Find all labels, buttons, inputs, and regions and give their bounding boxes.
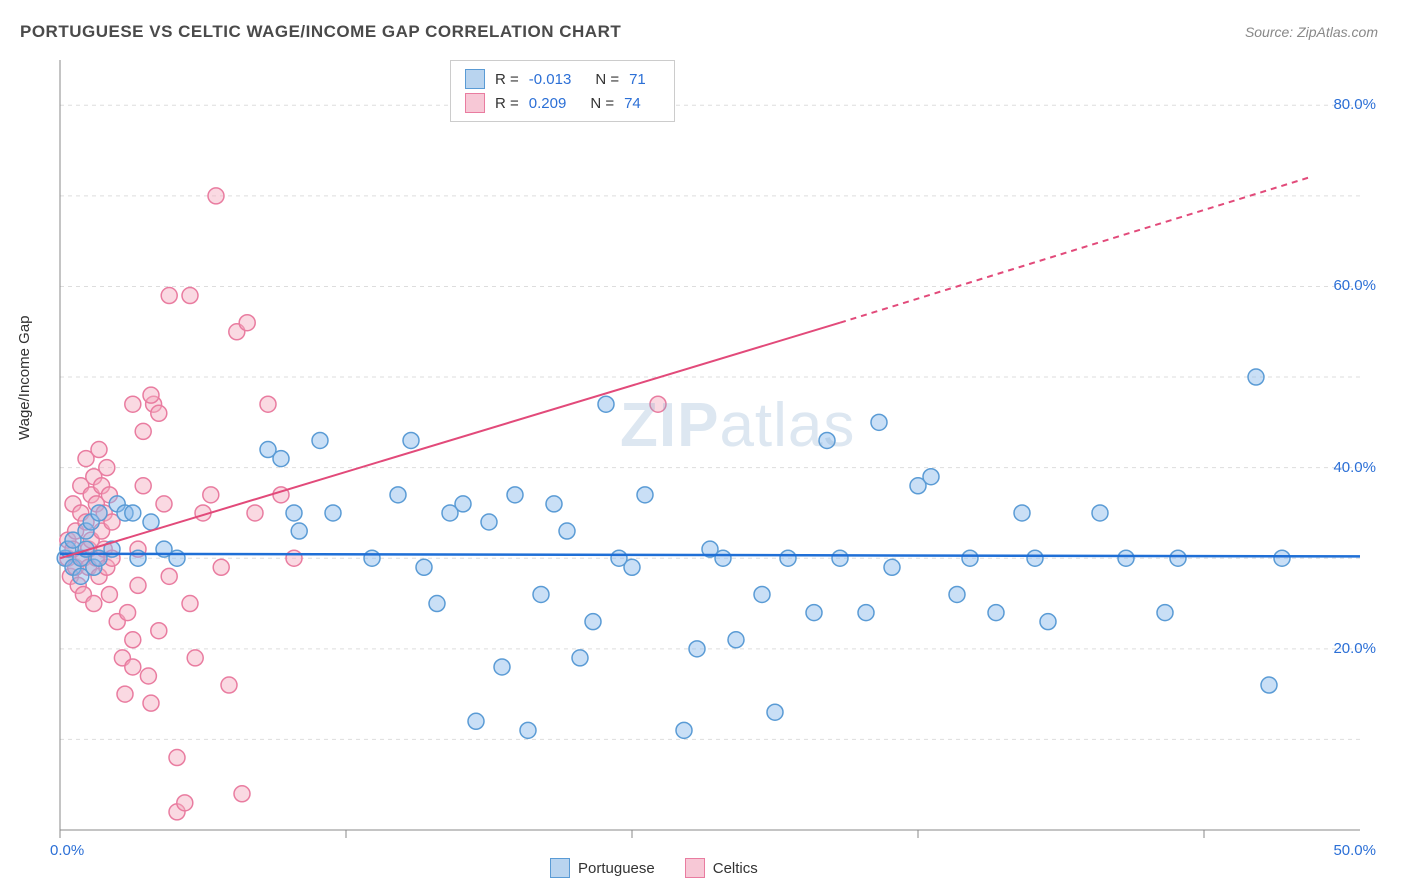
y-tick-label: 80.0% — [1333, 96, 1376, 113]
legend-item-celtics: Celtics — [685, 858, 758, 878]
y-tick-label: 40.0% — [1333, 459, 1376, 476]
scatter-chart — [50, 55, 1380, 845]
series-legend: Portuguese Celtics — [550, 858, 758, 878]
chart-container: PORTUGUESE VS CELTIC WAGE/INCOME GAP COR… — [0, 0, 1406, 892]
n-value-celtics: 74 — [624, 95, 641, 112]
swatch-portuguese — [550, 858, 570, 878]
n-label: N = — [595, 71, 619, 88]
legend-label: Portuguese — [578, 860, 655, 877]
swatch-celtics — [465, 93, 485, 113]
y-axis-label: Wage/Income Gap — [16, 315, 33, 440]
legend-row-celtics: R = 0.209 N = 74 — [465, 91, 660, 115]
y-tick-label: 20.0% — [1333, 640, 1376, 657]
r-label: R = — [495, 95, 519, 112]
swatch-portuguese — [465, 69, 485, 89]
r-label: R = — [495, 71, 519, 88]
x-tick-label: 50.0% — [1333, 842, 1376, 859]
swatch-celtics — [685, 858, 705, 878]
legend-item-portuguese: Portuguese — [550, 858, 655, 878]
n-value-portuguese: 71 — [629, 71, 646, 88]
y-tick-label: 60.0% — [1333, 277, 1376, 294]
x-tick-label: 0.0% — [50, 842, 84, 859]
legend-label: Celtics — [713, 860, 758, 877]
source-attribution: Source: ZipAtlas.com — [1245, 24, 1378, 40]
r-value-portuguese: -0.013 — [529, 71, 572, 88]
correlation-legend: R = -0.013 N = 71 R = 0.209 N = 74 — [450, 60, 675, 122]
legend-row-portuguese: R = -0.013 N = 71 — [465, 67, 660, 91]
r-value-celtics: 0.209 — [529, 95, 567, 112]
chart-title: PORTUGUESE VS CELTIC WAGE/INCOME GAP COR… — [20, 22, 621, 42]
n-label: N = — [590, 95, 614, 112]
